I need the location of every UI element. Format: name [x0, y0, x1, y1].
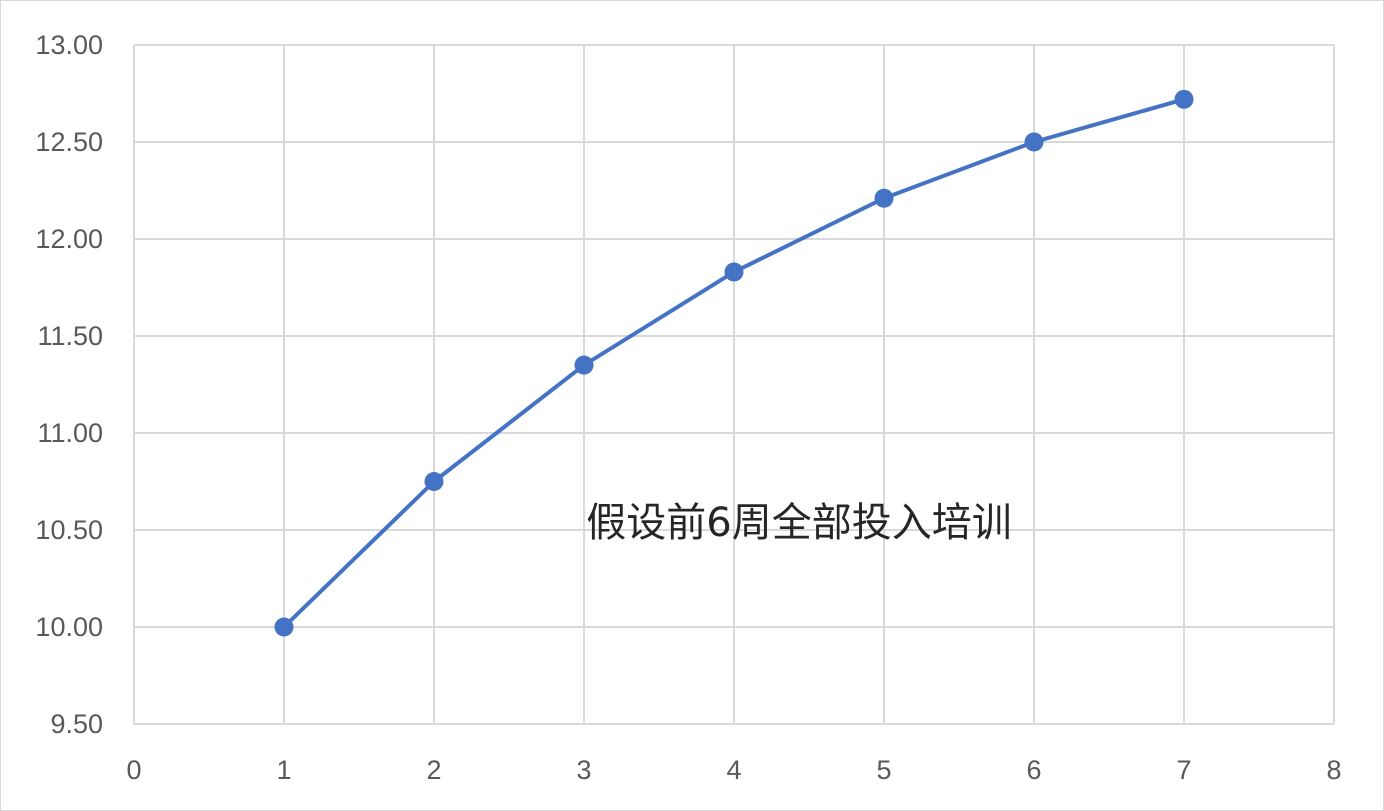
x-tick-label: 8	[1326, 755, 1341, 785]
y-tick-label: 12.50	[35, 127, 103, 157]
y-tick-label: 12.00	[35, 224, 103, 254]
x-tick-label: 3	[576, 755, 591, 785]
x-axis-tick-labels: 0 1 2 3 4 5 6 7 8	[126, 755, 1341, 785]
gridlines	[133, 44, 1335, 725]
y-tick-label: 10.50	[35, 515, 103, 545]
data-point-marker	[874, 188, 894, 208]
x-tick-label: 6	[1026, 755, 1041, 785]
y-tick-label: 13.00	[35, 30, 103, 60]
data-point-marker	[424, 472, 444, 491]
y-tick-label: 11.50	[37, 321, 103, 351]
y-tick-label: 10.00	[35, 612, 103, 642]
data-point-marker	[1174, 89, 1194, 109]
x-tick-label: 0	[126, 755, 141, 785]
x-tick-label: 7	[1176, 755, 1191, 785]
y-tick-label: 11.00	[37, 418, 103, 448]
chart-annotation: 假设前6周全部投入培训	[586, 500, 1011, 546]
x-tick-label: 5	[876, 755, 891, 785]
y-tick-label: 9.50	[50, 709, 103, 739]
x-tick-label: 1	[276, 755, 291, 785]
x-tick-label: 4	[726, 755, 741, 785]
series-1	[274, 89, 1194, 637]
x-tick-label: 2	[426, 755, 441, 785]
data-point-marker	[274, 617, 294, 637]
data-point-marker	[1024, 132, 1044, 152]
y-axis-tick-labels: 9.50 10.00 10.50 11.00 11.50 12.00 12.50 13.00	[35, 30, 103, 739]
data-point-marker	[724, 262, 744, 282]
data-point-marker	[574, 355, 594, 375]
